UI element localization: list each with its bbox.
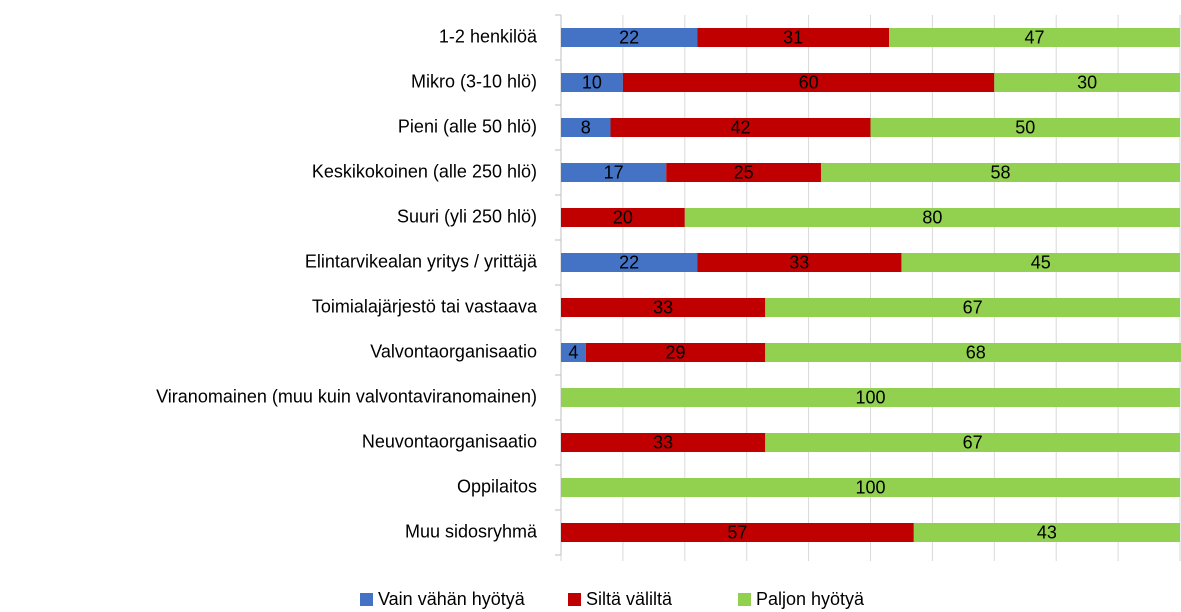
data-label: 10 — [582, 72, 602, 92]
y-tick-label: Suuri (yli 250 hlö) — [397, 206, 537, 226]
y-tick-label: Neuvontaorganisaatio — [362, 431, 537, 451]
data-label: 30 — [1077, 72, 1097, 92]
bar-segment — [870, 118, 1180, 137]
data-label: 33 — [789, 252, 809, 272]
data-label: 22 — [619, 252, 639, 272]
bar-segment — [610, 118, 871, 137]
data-label: 33 — [653, 432, 673, 452]
bar-segment — [765, 343, 1181, 362]
bar-segment — [765, 298, 1180, 317]
data-label: 58 — [990, 162, 1010, 182]
bar-segment — [666, 163, 821, 182]
bar-segment — [889, 28, 1180, 47]
y-tick-label: Muu sidosryhmä — [405, 521, 538, 541]
legend-label: Vain vähän hyötyä — [378, 589, 526, 609]
data-label: 68 — [966, 342, 986, 362]
data-label: 31 — [783, 27, 803, 47]
legend-swatch — [360, 593, 373, 606]
y-tick-label: Pieni (alle 50 hlö) — [398, 116, 537, 136]
data-label: 80 — [922, 207, 942, 227]
legend-swatch — [568, 593, 581, 606]
y-tick-label: Mikro (3-10 hlö) — [411, 71, 537, 91]
bar-segment — [684, 208, 1180, 227]
bar-segment — [820, 163, 1180, 182]
data-label: 100 — [855, 387, 885, 407]
bar-segment — [561, 388, 1180, 407]
bar-segment — [561, 118, 611, 137]
y-tick-label: Elintarvikealan yritys / yrittäjä — [305, 251, 538, 271]
bar-segment — [585, 343, 766, 362]
data-label: 17 — [604, 162, 624, 182]
data-label: 20 — [613, 207, 633, 227]
data-label: 33 — [653, 297, 673, 317]
data-label: 67 — [963, 432, 983, 452]
bar-segment — [765, 433, 1180, 452]
bar-segment — [561, 163, 667, 182]
bar-segment — [561, 433, 766, 452]
data-label: 67 — [963, 297, 983, 317]
data-label: 42 — [730, 117, 750, 137]
data-label: 22 — [619, 27, 639, 47]
bar-segment — [913, 523, 1180, 542]
data-label: 8 — [581, 117, 591, 137]
data-label: 57 — [727, 522, 747, 542]
data-label: 50 — [1015, 117, 1035, 137]
bar-segment — [901, 253, 1180, 272]
bar-segment — [561, 208, 685, 227]
bar-segment — [561, 253, 698, 272]
bar-segment — [561, 523, 914, 542]
y-tick-label: Oppilaitos — [457, 476, 537, 496]
data-label: 29 — [665, 342, 685, 362]
bar-segment — [697, 253, 902, 272]
bar-segment — [561, 343, 586, 362]
bar-segment — [561, 478, 1180, 497]
y-tick-label: Keskikokoinen (alle 250 hlö) — [312, 161, 537, 181]
data-label: 25 — [734, 162, 754, 182]
bar-segment — [697, 28, 890, 47]
legend-label: Siltä väliltä — [586, 589, 673, 609]
data-label: 47 — [1025, 27, 1045, 47]
data-label: 43 — [1037, 522, 1057, 542]
bar-segment — [561, 298, 766, 317]
legend-swatch — [738, 593, 751, 606]
data-label: 4 — [568, 342, 578, 362]
y-tick-label: Viranomainen (muu kuin valvontaviranomai… — [156, 386, 537, 406]
bar-segment — [561, 73, 623, 92]
legend-label: Paljon hyötyä — [756, 589, 865, 609]
data-label: 60 — [799, 72, 819, 92]
y-tick-label: Toimialajärjestö tai vastaava — [312, 296, 538, 316]
y-tick-label: 1-2 henkilöä — [439, 26, 538, 46]
y-tick-label: Valvontaorganisaatio — [370, 341, 537, 361]
bar-segment — [622, 73, 995, 92]
bar-segment — [561, 28, 698, 47]
data-label: 45 — [1031, 252, 1051, 272]
bar-segment — [994, 73, 1180, 92]
data-label: 100 — [855, 477, 885, 497]
